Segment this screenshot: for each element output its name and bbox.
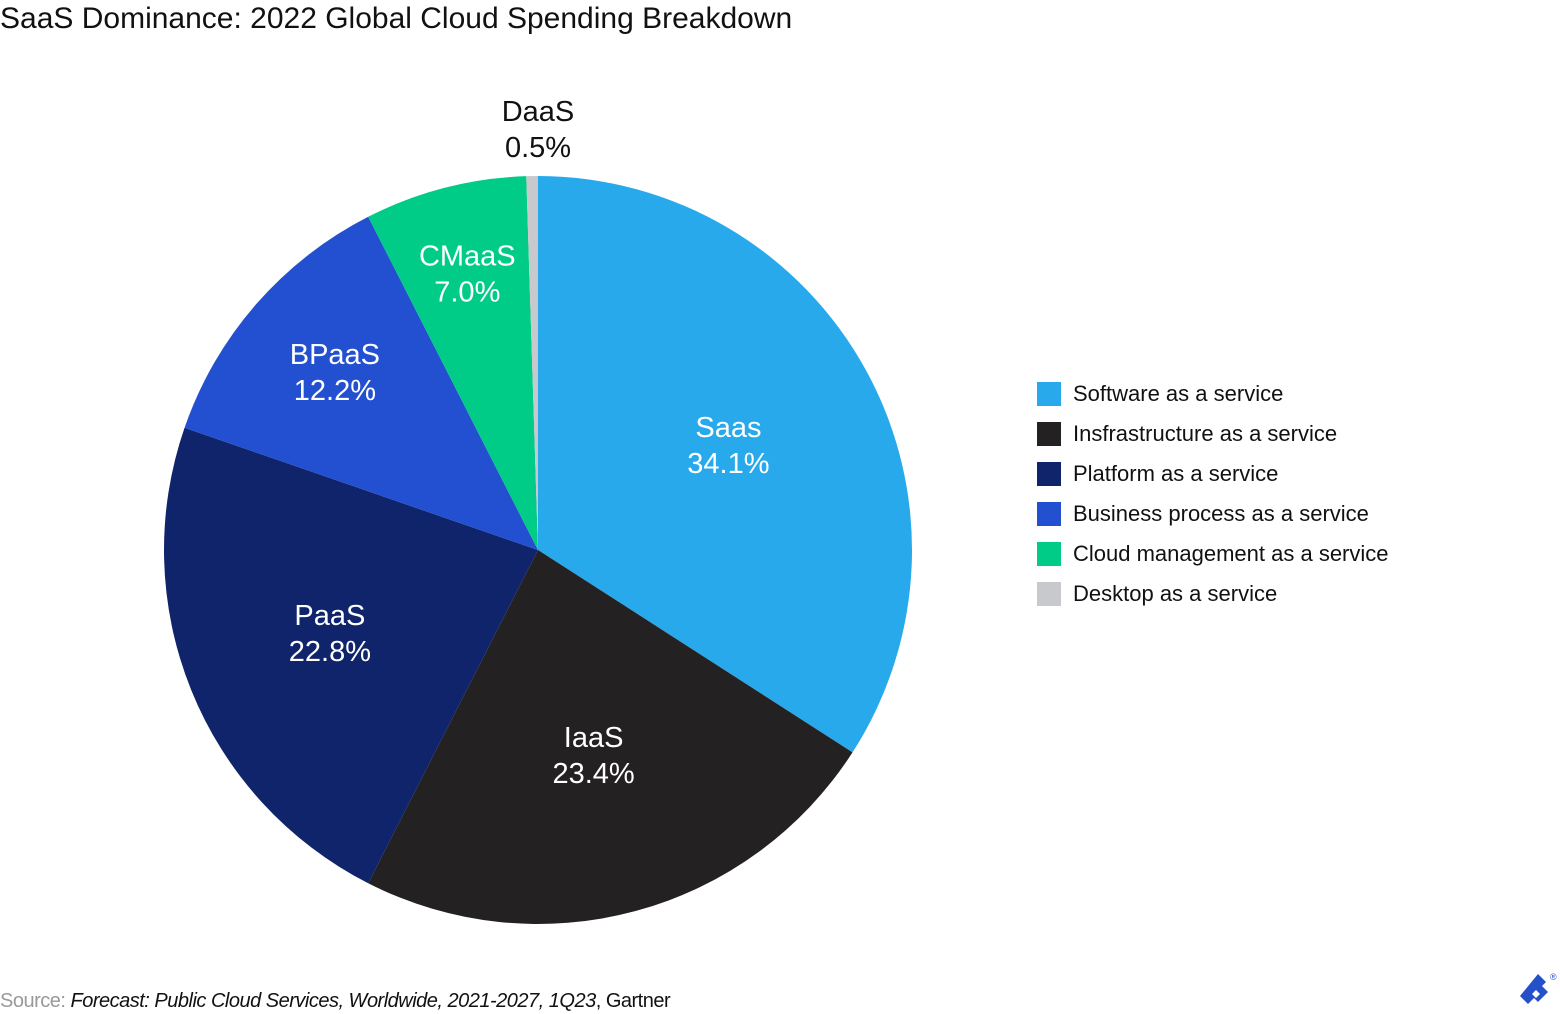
slice-name-label: Saas xyxy=(695,412,761,444)
slice-value-label: 23.4% xyxy=(552,758,634,790)
source-note: Source: Forecast: Public Cloud Services,… xyxy=(0,990,671,1013)
pie-chart: Saas 34.1% IaaS 23.4% PaaS 22.8% BPaaS 12.2% CMa… xyxy=(163,96,913,925)
pie-slice-saas xyxy=(538,176,913,753)
slice-value-label: 0.5% xyxy=(505,132,571,164)
legend-swatch xyxy=(1037,422,1061,446)
pie-slice-daas xyxy=(526,176,538,550)
legend-item: Insfrastructure as a service xyxy=(1037,414,1389,454)
source-title: Forecast: Public Cloud Services, Worldwi… xyxy=(70,990,597,1012)
source-publisher: , Gartner xyxy=(595,990,671,1012)
slice-value-label: 22.8% xyxy=(289,636,371,668)
slice-name-label: IaaS xyxy=(564,722,624,754)
legend-swatch xyxy=(1037,502,1061,526)
legend-label: Cloud management as a service xyxy=(1073,541,1389,566)
legend-swatch xyxy=(1037,382,1061,406)
legend-item: Cloud management as a service xyxy=(1037,534,1389,574)
legend-label: Platform as a service xyxy=(1073,461,1279,486)
legend-swatch xyxy=(1037,582,1061,606)
legend-item: Software as a service xyxy=(1037,374,1389,414)
registered-mark: ® xyxy=(1550,972,1557,982)
slice-name-label: PaaS xyxy=(294,600,365,632)
pie-slice-bpaas xyxy=(184,216,538,551)
slice-value-label: 7.0% xyxy=(434,277,500,309)
legend-label: Insfrastructure as a service xyxy=(1073,421,1338,446)
pie-slice-cmaas xyxy=(368,176,538,550)
slice-value-label: 12.2% xyxy=(294,375,376,407)
toptal-logo: ® xyxy=(1520,972,1557,1004)
legend-item: Platform as a service xyxy=(1037,454,1389,494)
legend-label: Business process as a service xyxy=(1073,501,1369,526)
source-label: Source: xyxy=(0,990,66,1012)
legend-item: Desktop as a service xyxy=(1037,574,1389,614)
legend: Software as a service Insfrastructure as … xyxy=(1037,374,1389,614)
slice-name-label: DaaS xyxy=(502,96,575,128)
chart-title: SaaS Dominance: 2022 Global Cloud Spendi… xyxy=(0,2,793,35)
pie-slice-paas xyxy=(163,427,538,884)
legend-swatch xyxy=(1037,462,1061,486)
legend-item: Business process as a service xyxy=(1037,494,1389,534)
pie-slice-iaas xyxy=(368,550,853,925)
slice-name-label: CMaaS xyxy=(419,241,516,273)
slice-value-label: 34.1% xyxy=(687,448,769,480)
legend-label: Software as a service xyxy=(1073,381,1284,406)
legend-swatch xyxy=(1037,542,1061,566)
legend-label: Desktop as a service xyxy=(1073,581,1278,606)
slice-name-label: BPaaS xyxy=(290,339,380,371)
